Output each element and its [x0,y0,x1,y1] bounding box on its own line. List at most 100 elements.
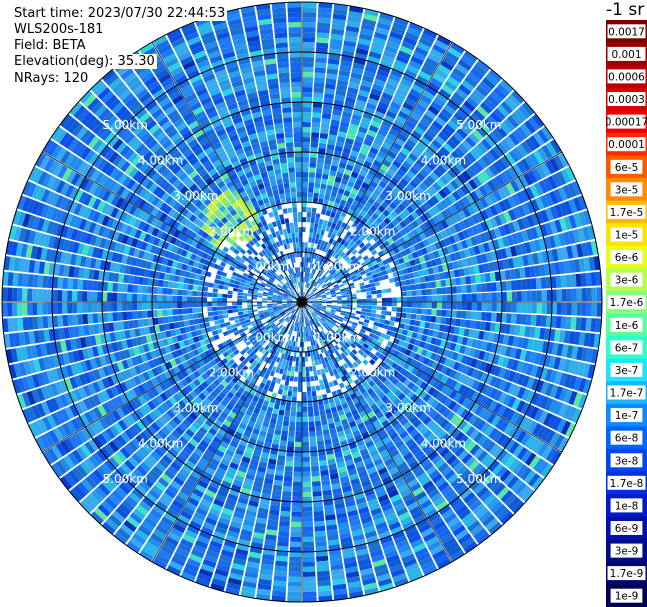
range-gate [172,220,181,230]
range-gate [419,321,426,328]
range-gate [248,551,262,559]
range-gate [72,278,79,290]
range-gate [333,588,348,596]
range-gate [125,96,138,109]
range-gate [214,278,220,285]
range-gate [471,311,477,320]
range-gate [205,234,213,242]
range-gate [354,401,362,409]
range-gate [302,571,316,577]
range-gate [490,500,503,514]
range-gate [143,516,157,528]
range-gate [68,326,75,339]
range-gate [318,312,323,317]
range-gate [479,361,488,372]
range-gate [260,272,266,278]
range-gate [435,392,445,402]
range-gate [524,470,537,484]
range-gate [234,391,242,399]
range-gate [193,447,204,457]
range-gate [172,416,182,426]
range-gate [55,460,67,475]
range-gate [466,495,479,508]
range-gate [217,293,223,298]
range-gate [359,426,368,435]
range-gate [152,317,159,325]
range-gate [112,312,118,322]
range-gate [269,509,280,516]
range-gate [399,375,407,384]
range-gate [122,302,128,311]
range-gate [346,339,353,346]
range-gate [173,457,184,468]
range-gate [369,342,376,349]
range-gate [318,455,327,462]
range-gate [175,426,185,436]
range-gate [476,486,489,499]
range-gate [212,292,218,298]
range-gate [335,507,347,515]
range-gate [263,330,269,336]
range-gate [463,472,475,484]
range-gate [236,398,245,406]
range-gate [313,310,319,315]
range-gate [439,324,446,332]
range-gate [384,423,393,432]
range-gate [319,409,326,416]
range-gate [303,316,306,322]
range-gate [482,351,491,362]
radar-rays [2,2,602,602]
range-gate [207,292,213,298]
range-gate [309,335,313,342]
range-gate [84,180,94,193]
range-gate [317,440,325,447]
range-gate [170,267,177,275]
range-gate [336,303,342,307]
range-gate [281,312,286,317]
range-gate [347,320,354,325]
range-gate [274,288,280,292]
range-gate [199,439,209,449]
range-gate [362,484,374,493]
range-gate [180,571,196,582]
range-gate [306,386,312,392]
range-gate [42,416,53,431]
range-gate [446,454,458,466]
range-gate [101,90,114,104]
range-gate [438,405,448,415]
range-gate [299,306,301,312]
range-gate [193,208,202,217]
range-gate [114,209,124,221]
range-gate [273,309,279,313]
range-gate [317,332,322,338]
range-gate [144,179,154,190]
range-gate [79,413,90,427]
range-gate [232,302,238,306]
range-gate [293,304,299,309]
range-gate [267,340,273,347]
range-gate [333,316,339,321]
range-gate [123,245,131,255]
range-gate [285,360,290,366]
range-gate [346,576,361,584]
range-gate [153,146,165,157]
range-gate [184,384,193,393]
range-gate [151,127,164,139]
range-gate [60,182,70,196]
range-gate [306,346,310,352]
range-gate [377,578,393,587]
range-gate [296,351,300,357]
ray-74 [79,90,302,302]
range-gate [221,257,229,264]
range-gate [258,502,270,510]
range-gate [516,447,528,461]
range-gate [432,370,440,380]
range-gate [331,306,337,310]
ray-15 [302,302,514,525]
range-gate [316,390,322,396]
range-gate [257,398,265,405]
range-gate [160,264,167,273]
range-gate [45,384,55,398]
range-gate [403,324,410,331]
range-gate [387,559,402,569]
